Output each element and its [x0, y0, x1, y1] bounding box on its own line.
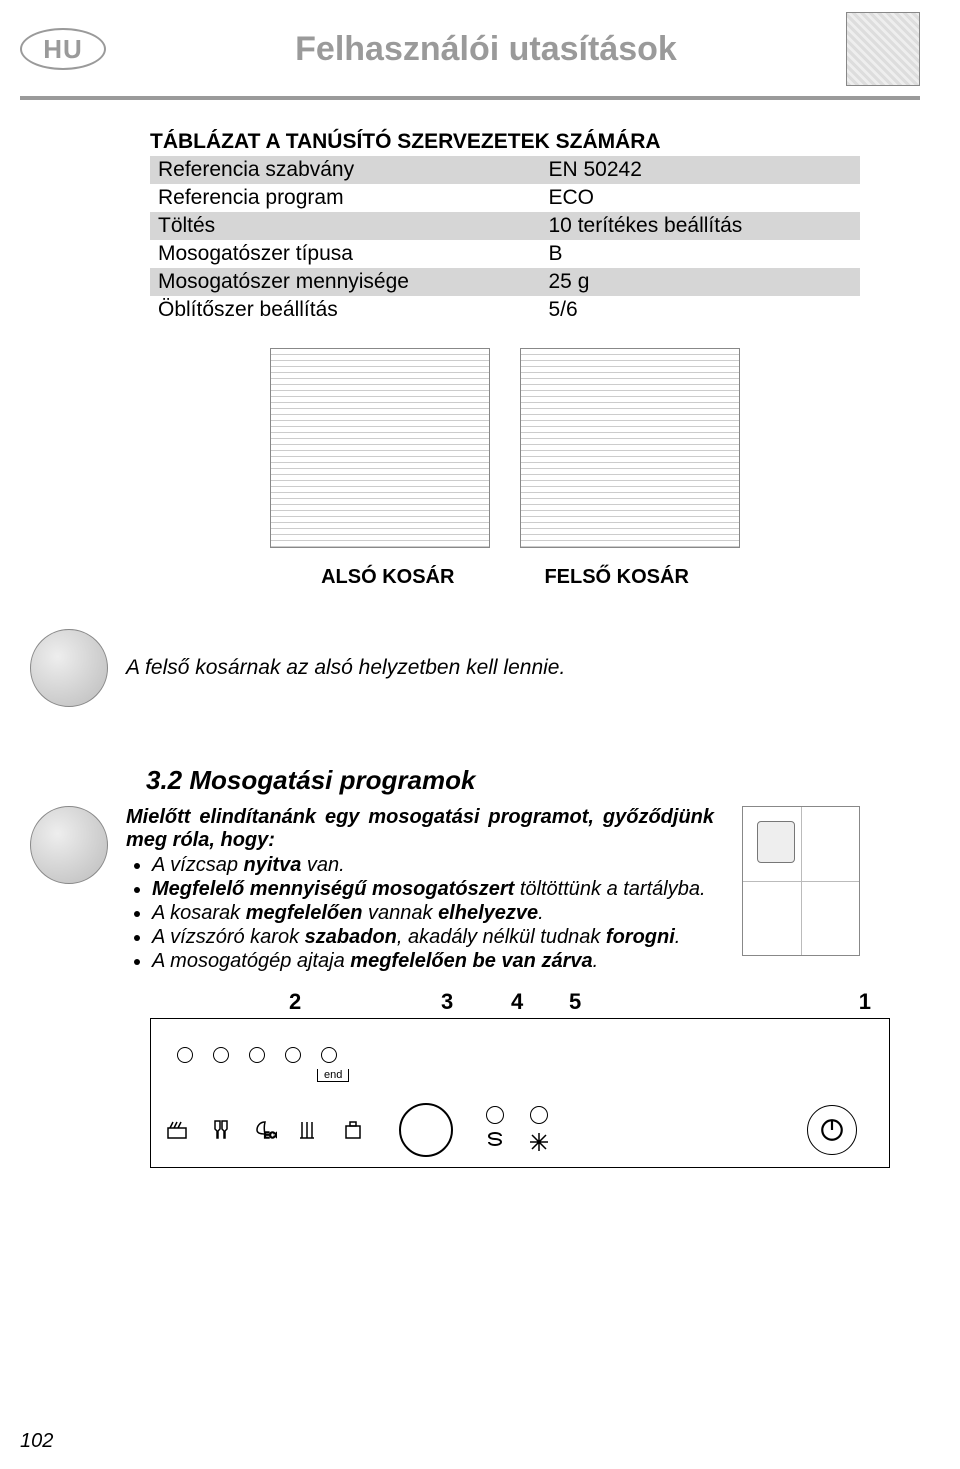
normal-program-icon	[297, 1118, 321, 1142]
callout-1: 1	[859, 989, 871, 1015]
water-tap-illustration	[742, 806, 860, 956]
glass-program-icon	[209, 1118, 233, 1142]
end-indicator-label: end	[317, 1069, 349, 1082]
led-icon	[321, 1047, 337, 1063]
list-item: A kosarak megfelelően vannak elhelyezve.	[152, 902, 714, 925]
callout-4: 4	[511, 989, 523, 1015]
cert-value: 10 terítékes beállítás	[541, 212, 861, 240]
cert-label: Mosogatószer típusa	[150, 240, 541, 268]
callout-3: 3	[441, 989, 453, 1015]
salt-s-icon	[483, 1130, 507, 1154]
cert-value: ECO	[541, 184, 861, 212]
led-icon	[285, 1047, 301, 1063]
intensive-program-icon	[341, 1118, 365, 1142]
cert-value: B	[541, 240, 861, 268]
cert-value: 5/6	[541, 296, 861, 324]
intro-lead: Mielőtt elindítanánk egy mosogatási prog…	[126, 806, 714, 852]
salt-indicator	[483, 1106, 507, 1154]
basket-labels: ALSÓ KOSÁR FELSŐ KOSÁR	[150, 566, 860, 589]
upper-basket-note: A felső kosárnak az alsó helyzetben kell…	[30, 629, 860, 707]
program-intro: Mielőtt elindítanánk egy mosogatási prog…	[30, 806, 860, 974]
table-row: Referencia program ECO	[150, 184, 860, 212]
power-button-icon	[807, 1105, 857, 1155]
table-row: Öblítőszer beállítás 5/6	[150, 296, 860, 324]
upper-basket-illustration	[520, 348, 740, 548]
control-panel-diagram: 2 3 4 5 1 end ECO	[150, 1018, 890, 1168]
program-selector-knob	[399, 1103, 453, 1157]
list-item: A vízcsap nyitva van.	[152, 854, 714, 877]
rinse-aid-indicator	[527, 1106, 551, 1154]
section-heading: 3.2 Mosogatási programok	[146, 765, 860, 796]
svg-text:ECO: ECO	[264, 1131, 277, 1140]
eco-program-icon: ECO	[253, 1118, 277, 1142]
list-item: Megfelelő mennyiségű mosogatószert töltö…	[152, 878, 714, 901]
cert-table-title: TÁBLÁZAT A TANÚSÍTÓ SZERVEZETEK SZÁMÁRA	[150, 130, 860, 154]
page-number: 102	[20, 1430, 53, 1453]
upper-basket-label: FELSŐ KOSÁR	[544, 566, 688, 589]
prep-check-list: A vízcsap nyitva van. Megfelelő mennyisé…	[126, 854, 714, 973]
led-indicator-row	[177, 1047, 875, 1063]
table-row: Mosogatószer típusa B	[150, 240, 860, 268]
cert-label: Öblítőszer beállítás	[150, 296, 541, 324]
mascot-icon	[30, 629, 108, 707]
cert-value: EN 50242	[541, 156, 861, 184]
program-icon-row: ECO	[165, 1103, 875, 1157]
mascot-icon	[30, 806, 108, 884]
led-icon	[530, 1106, 548, 1124]
led-icon	[177, 1047, 193, 1063]
soak-program-icon	[165, 1118, 189, 1142]
page-header: HU Felhasználói utasítások	[0, 0, 960, 92]
callout-5: 5	[569, 989, 581, 1015]
table-row: Töltés 10 terítékes beállítás	[150, 212, 860, 240]
page-title: Felhasználói utasítások	[106, 30, 846, 69]
cert-table: Referencia szabvány EN 50242 Referencia …	[150, 156, 860, 324]
lower-basket-illustration	[270, 348, 490, 548]
list-item: A mosogatógép ajtaja megfelelően be van …	[152, 950, 714, 973]
basket-illustrations	[150, 348, 860, 548]
cert-label: Töltés	[150, 212, 541, 240]
language-badge: HU	[20, 28, 106, 70]
cert-label: Mosogatószer mennyisége	[150, 268, 541, 296]
intro-text: Mielőtt elindítanánk egy mosogatási prog…	[126, 806, 714, 974]
led-icon	[486, 1106, 504, 1124]
note-text: A felső kosárnak az alsó helyzetben kell…	[126, 656, 565, 680]
callout-2: 2	[289, 989, 301, 1015]
led-icon	[213, 1047, 229, 1063]
cert-value: 25 g	[541, 268, 861, 296]
header-illustration	[846, 12, 920, 86]
led-icon	[249, 1047, 265, 1063]
list-item: A vízszóró karok szabadon, akadály nélkü…	[152, 926, 714, 949]
table-row: Referencia szabvány EN 50242	[150, 156, 860, 184]
rinse-aid-star-icon	[527, 1130, 551, 1154]
cert-label: Referencia program	[150, 184, 541, 212]
cert-label: Referencia szabvány	[150, 156, 541, 184]
lower-basket-label: ALSÓ KOSÁR	[321, 566, 454, 589]
table-row: Mosogatószer mennyisége 25 g	[150, 268, 860, 296]
